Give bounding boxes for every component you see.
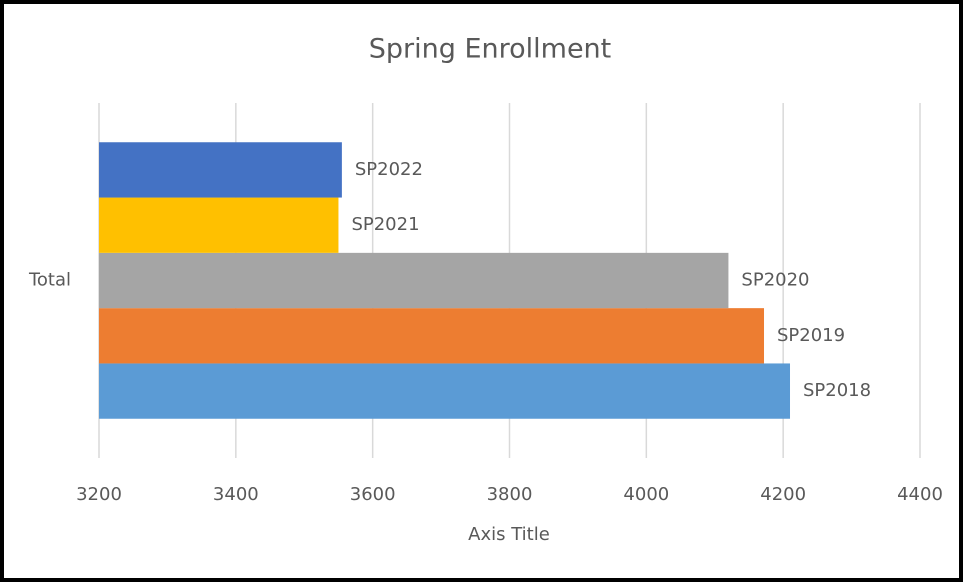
x-tick-label: 3800: [487, 484, 533, 505]
x-tick-label: 4000: [623, 484, 669, 505]
x-tick-label: 4200: [760, 484, 806, 505]
x-tick-label: 4400: [897, 484, 943, 505]
bar: [99, 197, 339, 253]
x-tick-label: 3400: [213, 484, 259, 505]
data-label: SP2019: [777, 325, 845, 346]
x-axis-title: Axis Title: [468, 524, 550, 545]
bar: [99, 142, 342, 198]
data-label: SP2021: [351, 214, 419, 235]
x-tick-label: 3600: [350, 484, 396, 505]
y-tick-label: Total: [28, 270, 71, 291]
data-label: SP2022: [355, 159, 423, 180]
bar: [99, 363, 791, 419]
bar: [99, 308, 765, 364]
data-label: SP2020: [741, 270, 809, 291]
x-tick-label: 3200: [76, 484, 122, 505]
chart-title: Spring Enrollment: [369, 34, 612, 65]
data-label: SP2018: [803, 380, 871, 401]
bar: [99, 252, 729, 309]
